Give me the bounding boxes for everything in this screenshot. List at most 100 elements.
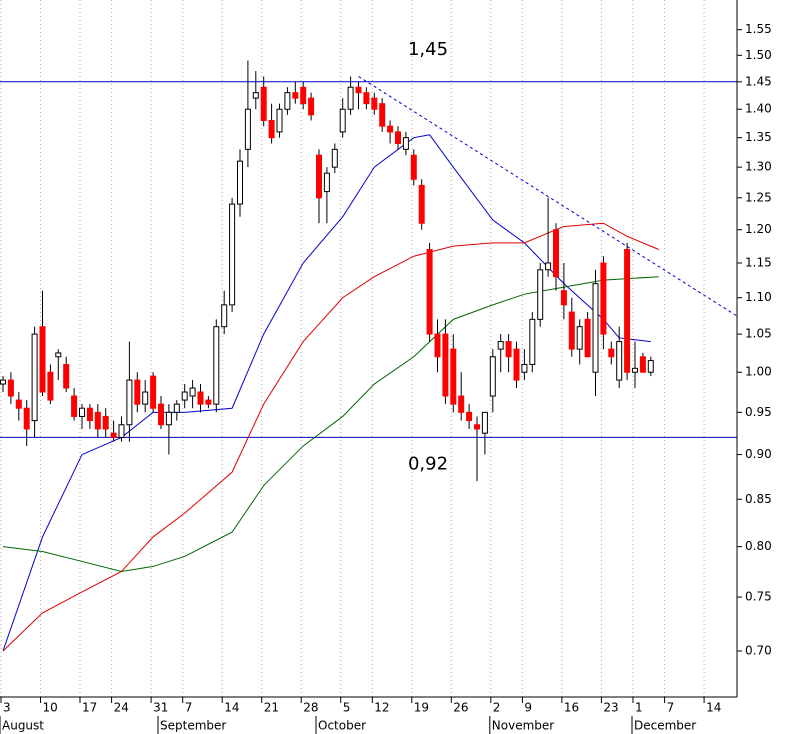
candle-body xyxy=(434,333,441,358)
x-tick-label: 3 xyxy=(3,701,11,715)
candle-body xyxy=(521,363,528,373)
x-tick-label: 10 xyxy=(43,701,58,715)
candle-body xyxy=(442,333,449,397)
candle-body xyxy=(252,92,259,99)
candle-body xyxy=(39,326,46,393)
trendline xyxy=(358,76,738,317)
candle-body xyxy=(94,411,101,430)
candle-body xyxy=(7,379,14,397)
candle-body xyxy=(402,137,409,150)
candle-body xyxy=(616,341,623,381)
x-tick-label: 23 xyxy=(603,701,618,715)
candle-body xyxy=(410,154,417,180)
x-tick-label: 17 xyxy=(82,701,97,715)
x-tick-label: 14 xyxy=(224,701,239,715)
candle-body xyxy=(118,424,125,438)
candle-body xyxy=(505,341,512,358)
candle-body xyxy=(576,326,583,350)
candle-body xyxy=(15,399,22,409)
month-label: August xyxy=(2,719,44,733)
candle-body xyxy=(308,97,315,116)
candle-body xyxy=(632,367,638,373)
y-tick-label: 0.70 xyxy=(745,644,772,658)
candle-body xyxy=(165,411,172,426)
candle-body xyxy=(205,399,212,405)
candle-body xyxy=(600,262,607,335)
candle-body xyxy=(284,92,291,110)
candle-body xyxy=(237,160,243,205)
candle-body xyxy=(466,411,473,422)
x-tick-label: 19 xyxy=(414,701,429,715)
candle-body xyxy=(158,403,164,426)
candle-body xyxy=(450,348,457,405)
candle-body xyxy=(568,311,575,350)
candle-body xyxy=(189,387,196,397)
candle-body xyxy=(323,172,330,193)
y-tick-label: 1.35 xyxy=(745,130,772,144)
candle-body xyxy=(474,424,480,430)
x-tick-label: 26 xyxy=(453,701,468,715)
candle-body xyxy=(497,341,504,350)
x-tick-label: 14 xyxy=(706,701,721,715)
candle-body xyxy=(529,318,536,365)
y-tick-label: 1.15 xyxy=(745,255,772,269)
x-tick-label: 24 xyxy=(114,701,129,715)
candle-body xyxy=(197,391,204,405)
x-tick-label: 5 xyxy=(343,701,351,715)
x-tick-label: 1 xyxy=(635,701,643,715)
candle-body xyxy=(339,108,346,133)
candle-body xyxy=(47,371,54,401)
candle-body xyxy=(181,391,188,401)
candle-body xyxy=(221,304,228,328)
level-label: 1,45 xyxy=(408,39,448,60)
y-tick-label: 0.95 xyxy=(745,405,772,419)
candle-body xyxy=(229,203,236,306)
candle-body xyxy=(347,86,354,110)
candle-body xyxy=(608,348,615,358)
candle-body xyxy=(426,249,433,335)
candle-body xyxy=(560,290,567,306)
y-tick-label: 1.50 xyxy=(745,48,772,62)
candle-body xyxy=(86,407,93,422)
candle-body xyxy=(142,391,149,405)
candle-body xyxy=(553,229,559,278)
moving-average xyxy=(2,276,659,572)
y-tick-label: 1.55 xyxy=(745,22,772,36)
x-tick-label: 16 xyxy=(564,701,579,715)
candle-body xyxy=(260,86,267,121)
candle-body xyxy=(292,92,299,99)
y-tick-label: 0.90 xyxy=(745,447,772,461)
candle-body xyxy=(545,262,552,271)
candle-body xyxy=(355,86,362,94)
y-tick-label: 1.00 xyxy=(745,365,772,379)
month-label: September xyxy=(160,719,226,733)
x-tick-label: 7 xyxy=(185,701,193,715)
candle-body xyxy=(537,269,544,320)
candle-body xyxy=(647,360,654,373)
candle-body xyxy=(102,415,109,430)
x-tick-label: 28 xyxy=(303,701,318,715)
candle-body xyxy=(31,333,38,422)
candle-body xyxy=(395,131,401,144)
candle-body xyxy=(63,363,70,389)
candle-body xyxy=(268,119,275,139)
candle-body xyxy=(379,103,386,127)
candle-body xyxy=(489,356,496,397)
month-label: November xyxy=(492,719,554,733)
candle-body xyxy=(23,407,30,430)
candle-body xyxy=(363,92,370,105)
candle-body xyxy=(55,352,62,358)
candle-body xyxy=(126,379,133,426)
candle-body xyxy=(331,148,338,168)
candle-body xyxy=(0,379,6,385)
candle-body xyxy=(316,154,322,199)
candle-body xyxy=(624,249,631,373)
x-tick-label: 7 xyxy=(667,701,675,715)
candle-body xyxy=(458,395,465,413)
candle-body xyxy=(639,356,646,373)
candle-body xyxy=(213,326,220,405)
candle-body xyxy=(79,407,85,417)
candle-body xyxy=(173,403,180,413)
candle-body xyxy=(592,283,599,373)
